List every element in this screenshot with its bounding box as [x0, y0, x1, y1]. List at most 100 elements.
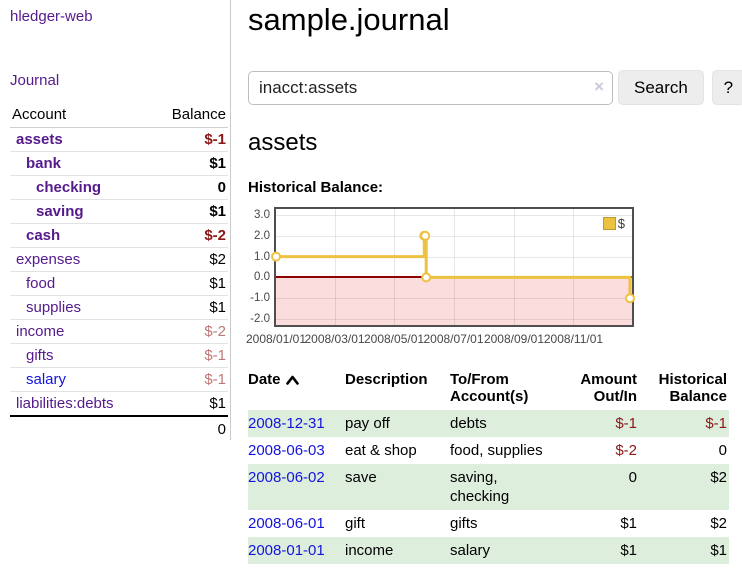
legend-swatch-icon — [602, 217, 616, 230]
page-title: sample.journal — [248, 2, 450, 37]
x-axis-tick-label: 2008/09/01 — [483, 332, 544, 346]
account-link-assets[interactable]: assets — [16, 131, 63, 148]
account-link-bank[interactable]: bank — [26, 155, 62, 172]
register-header-amount: Amount Out/In — [580, 371, 637, 405]
search-button[interactable]: Search — [618, 70, 704, 105]
register-header-accounts: To/From Account(s) — [450, 371, 529, 405]
account-row: checking 0 — [10, 175, 228, 200]
register-header-date[interactable]: Date — [248, 368, 345, 410]
account-row: supplies $1 — [10, 295, 228, 320]
gridline — [453, 209, 455, 325]
account-row: food $1 — [10, 271, 228, 296]
transaction-description: eat & shop — [345, 442, 417, 459]
y-axis-tick-label: 2.0 — [254, 229, 270, 242]
transaction-date-link[interactable]: 2008-06-03 — [248, 442, 325, 459]
account-link-checking[interactable]: checking — [36, 179, 102, 196]
account-link-liabilities-debts[interactable]: liabilities:debts — [16, 395, 114, 412]
account-column-header: Account — [10, 103, 151, 128]
transaction-date-link[interactable]: 2008-06-02 — [248, 469, 325, 486]
y-axis-tick-label: 3.0 — [254, 209, 270, 221]
account-row: cash $-2 — [10, 223, 228, 248]
main-content: sample.journal × Search ? assets Histori… — [231, 0, 742, 564]
transaction-description: pay off — [345, 415, 390, 432]
gridline — [334, 209, 336, 325]
register-row: 2008-06-01 gift gifts $1 $2 — [248, 510, 729, 537]
y-axis-tick-label: 1.0 — [254, 250, 270, 263]
account-balance: 0 — [150, 175, 228, 200]
account-balance: $-2 — [150, 319, 228, 344]
transaction-date-link[interactable]: 2008-01-01 — [248, 542, 325, 559]
total-row: 0 — [10, 415, 228, 442]
transaction-accounts: debts — [450, 415, 487, 432]
x-axis-tick-label: 2008/03/01 — [304, 332, 365, 346]
chart-title: Historical Balance: — [248, 179, 384, 196]
transaction-accounts: food, supplies — [450, 442, 543, 459]
transaction-description: gift — [345, 515, 366, 532]
search-input[interactable] — [248, 70, 613, 105]
x-axis-tick-label: 2008/01/01 — [245, 332, 307, 346]
gridline — [276, 235, 632, 237]
account-link-expenses[interactable]: expenses — [16, 251, 81, 268]
account-balance: $-1 — [150, 127, 228, 152]
account-row: expenses $2 — [10, 247, 228, 272]
account-link-cash[interactable]: cash — [26, 227, 61, 244]
clear-search-icon[interactable]: × — [594, 76, 604, 96]
gridline — [513, 209, 515, 325]
data-point — [420, 230, 431, 241]
transaction-amount: $1 — [620, 515, 637, 532]
gridline — [276, 298, 632, 300]
account-link-gifts[interactable]: gifts — [26, 347, 54, 364]
account-balance: $-2 — [150, 223, 228, 248]
transaction-amount: $1 — [620, 542, 637, 559]
account-balance: $-1 — [150, 367, 228, 392]
transaction-date-link[interactable]: 2008-06-01 — [248, 515, 325, 532]
transaction-balance: $2 — [710, 469, 727, 486]
y-axis-tick-label: 0.0 — [254, 271, 270, 284]
transaction-amount: $-2 — [615, 442, 637, 459]
register-row: 2008-12-31 pay off debts $-1 $-1 — [248, 410, 729, 437]
account-heading: assets — [248, 129, 318, 156]
register-row: 2008-06-03 eat & shop food, supplies $-2… — [248, 437, 729, 464]
chart-legend: $ — [600, 215, 627, 232]
sidebar-item-journal[interactable]: Journal — [10, 72, 60, 89]
account-balance: $-1 — [150, 343, 228, 368]
account-balance: $1 — [150, 151, 228, 176]
help-button[interactable]: ? — [711, 70, 742, 105]
gridline — [276, 256, 632, 258]
chart-series — [271, 230, 635, 304]
data-point — [625, 293, 635, 304]
transaction-accounts: gifts — [450, 515, 478, 532]
account-row: assets $-1 — [10, 127, 228, 152]
data-point — [421, 272, 432, 283]
gridline — [276, 319, 632, 320]
account-row: saving $1 — [10, 199, 228, 224]
account-balance: $1 — [150, 271, 228, 296]
account-link-salary[interactable]: salary — [26, 371, 67, 388]
account-balance: $1 — [150, 199, 228, 224]
register-row: 2008-06-02 save saving, checking 0 $2 — [248, 464, 729, 510]
transaction-amount: $-1 — [615, 415, 637, 432]
transaction-description: income — [345, 542, 394, 559]
sort-ascending-icon — [285, 375, 299, 385]
historical-balance-chart: $ 3.0 2.0 1.0 0.0 -1.0 -2.0 2008/01/01 2008/03/… — [245, 207, 742, 353]
x-axis-tick-label: 2008/07/01 — [423, 332, 484, 346]
data-point — [271, 251, 281, 262]
y-axis-tick-label: -2.0 — [250, 313, 270, 325]
x-axis-tick-label: 2008/05/01 — [363, 332, 425, 346]
account-link-food[interactable]: food — [26, 275, 56, 292]
transaction-date-link[interactable]: 2008-12-31 — [248, 415, 325, 432]
account-link-income[interactable]: income — [16, 323, 65, 340]
transaction-amount: 0 — [628, 469, 637, 486]
transaction-balance: $2 — [710, 515, 727, 532]
account-link-supplies[interactable]: supplies — [26, 299, 82, 316]
account-link-saving[interactable]: saving — [36, 203, 84, 220]
transaction-balance: $1 — [710, 542, 727, 559]
transaction-description: save — [345, 469, 377, 486]
brand-link[interactable]: hledger-web — [10, 8, 93, 25]
account-balance: $1 — [150, 391, 228, 417]
balance-column-header: Balance — [150, 103, 228, 128]
account-row: bank $1 — [10, 151, 228, 176]
register-header-description: Description — [345, 371, 428, 388]
register-header-balance: Historical Balance — [658, 371, 727, 405]
gridline — [276, 215, 632, 216]
